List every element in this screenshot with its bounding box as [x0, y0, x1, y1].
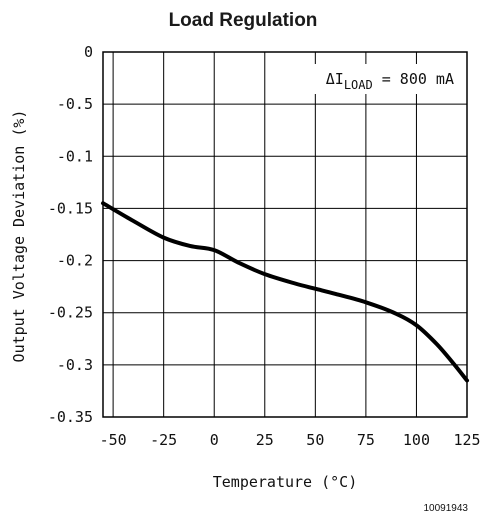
x-tick-labels: -50 -25 0 25 50 75 100 125	[100, 431, 481, 449]
x-tick-label: 0	[210, 431, 219, 449]
y-tick-label: -0.5	[57, 95, 93, 113]
annotation-subscript: LOAD	[344, 78, 373, 92]
plot-frame	[102, 51, 468, 418]
annotation-background	[282, 64, 458, 94]
x-axis-label: Temperature (°C)	[213, 473, 358, 491]
load-current-annotation: ΔILOAD = 800 mA	[326, 70, 454, 92]
x-tick-label: 25	[256, 431, 274, 449]
annotation-prefix: ΔI	[326, 70, 344, 88]
x-tick-label: 125	[453, 431, 480, 449]
annotation-suffix: = 800 mA	[373, 70, 454, 88]
chart-title: Load Regulation	[169, 10, 318, 31]
grid	[103, 51, 468, 418]
x-tick-label: 75	[357, 431, 375, 449]
y-tick-label: -0.25	[48, 304, 93, 322]
y-axis-label: Output Voltage Deviation (%)	[10, 110, 28, 363]
y-tick-label: -0.1	[57, 147, 93, 165]
y-tick-label: -0.2	[57, 252, 93, 270]
figure-id: 10091943	[424, 503, 469, 514]
y-tick-labels: 0 -0.5 -0.1 -0.15 -0.2 -0.25 -0.3 -0.35	[48, 43, 93, 426]
x-tick-label: 100	[403, 431, 430, 449]
x-tick-label: -50	[100, 431, 127, 449]
x-tick-label: -25	[150, 431, 177, 449]
x-tick-label: 50	[306, 431, 324, 449]
y-tick-label: -0.35	[48, 408, 93, 426]
y-tick-label: -0.15	[48, 199, 93, 217]
series-line	[101, 201, 469, 383]
y-tick-label: -0.3	[57, 356, 93, 374]
y-tick-label: 0	[84, 43, 93, 61]
